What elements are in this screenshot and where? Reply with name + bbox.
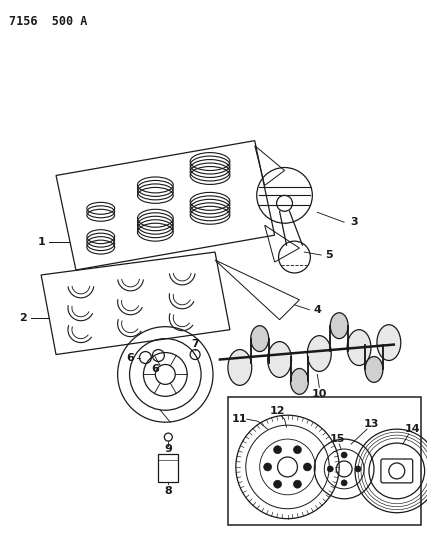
Ellipse shape	[347, 330, 371, 366]
Text: 11: 11	[232, 414, 247, 424]
Text: 1: 1	[37, 237, 45, 247]
Ellipse shape	[377, 325, 401, 360]
Bar	[158, 454, 178, 482]
Ellipse shape	[365, 357, 383, 382]
Ellipse shape	[251, 326, 269, 352]
Ellipse shape	[330, 313, 348, 338]
Text: 9: 9	[164, 444, 172, 454]
Text: 6: 6	[152, 365, 159, 375]
Circle shape	[273, 446, 282, 454]
Text: 5: 5	[325, 250, 333, 260]
Ellipse shape	[307, 336, 331, 372]
Circle shape	[355, 466, 361, 472]
Circle shape	[264, 463, 272, 471]
Text: 4: 4	[313, 305, 321, 315]
Text: 12: 12	[270, 406, 285, 416]
Ellipse shape	[291, 368, 309, 394]
Text: 7156  500 A: 7156 500 A	[9, 15, 88, 28]
Text: 3: 3	[350, 217, 358, 227]
Text: 6: 6	[127, 352, 134, 362]
Text: 8: 8	[164, 486, 172, 496]
Text: 7: 7	[191, 338, 199, 349]
Text: 2: 2	[19, 313, 27, 323]
Text: 10: 10	[312, 389, 327, 399]
Text: 14: 14	[405, 424, 421, 434]
Circle shape	[327, 466, 333, 472]
Circle shape	[294, 446, 301, 454]
Text: 13: 13	[363, 419, 379, 429]
Ellipse shape	[228, 350, 252, 385]
Text: 15: 15	[330, 434, 345, 444]
Circle shape	[294, 480, 301, 488]
Circle shape	[341, 452, 347, 458]
Ellipse shape	[268, 342, 291, 377]
Circle shape	[341, 480, 347, 486]
Bar	[228, 397, 421, 524]
Circle shape	[303, 463, 311, 471]
Circle shape	[273, 480, 282, 488]
